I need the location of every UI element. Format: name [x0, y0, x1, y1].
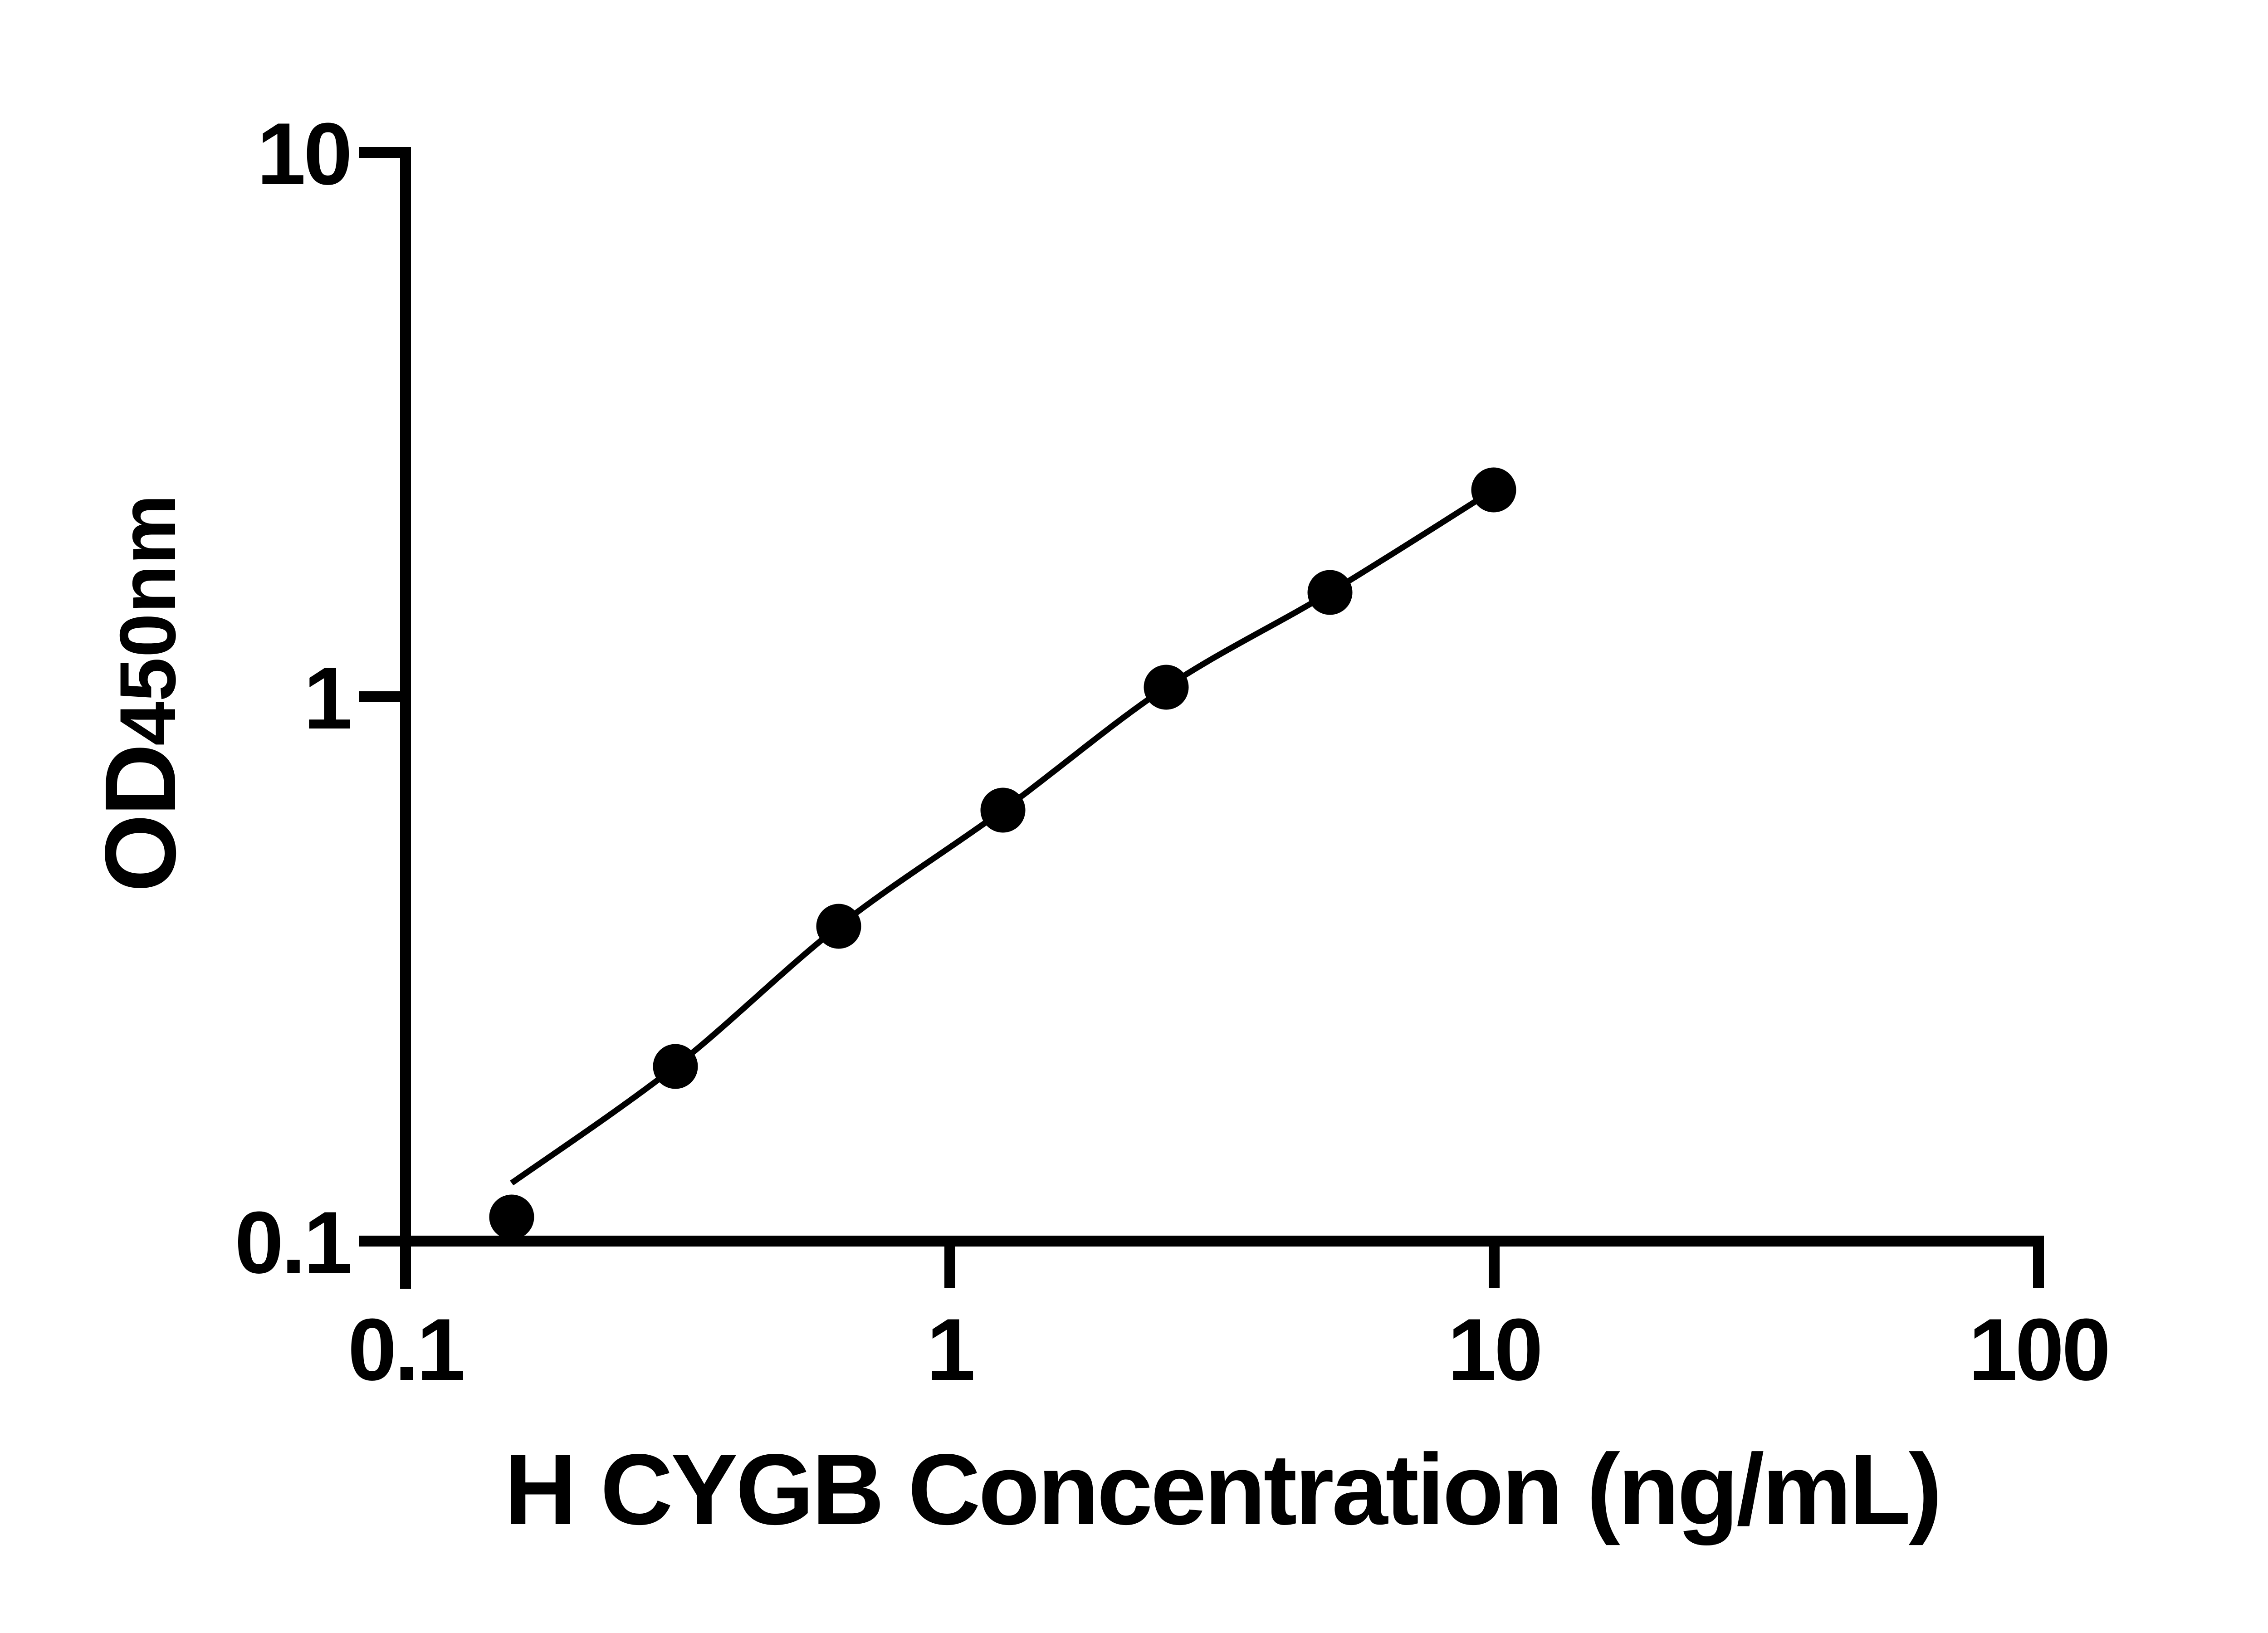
svg-text:0.1: 0.1: [235, 1193, 350, 1292]
svg-text:10: 10: [1447, 1301, 1541, 1399]
svg-text:100: 100: [1969, 1301, 2109, 1399]
svg-text:OD450nm: OD450nm: [84, 494, 197, 892]
svg-text:1: 1: [303, 649, 350, 748]
svg-text:1: 1: [927, 1301, 973, 1399]
svg-text:10: 10: [257, 105, 350, 203]
svg-text:0.1: 0.1: [348, 1301, 464, 1399]
svg-text:H CYGB Concentration (ng/mL): H CYGB Concentration (ng/mL): [504, 1433, 1940, 1546]
